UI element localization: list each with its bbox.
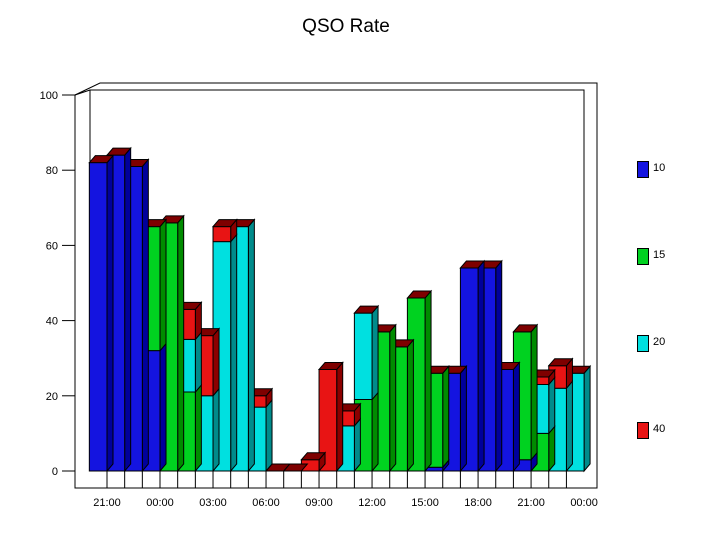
bar-side-20 (212, 387, 220, 473)
bar-top-22:00 (547, 358, 574, 367)
bar-side-10 (106, 154, 114, 473)
bar-side-10 (159, 342, 167, 473)
x-tick-label: 09:00 (305, 497, 333, 509)
bar-top-09:00 (317, 361, 344, 370)
bar-side-20 (194, 331, 202, 394)
bar-side-40 (336, 361, 344, 473)
bar-side-20 (583, 364, 591, 473)
bar-side-20 (353, 417, 361, 473)
bar-top-21:00 (105, 147, 132, 156)
legend-label-15: 15 (653, 249, 666, 261)
bar-side-20 (565, 379, 573, 473)
bar-side-15 (424, 289, 432, 473)
bar-side-20 (265, 398, 273, 473)
bar-segment-10-20:00 (88, 162, 108, 472)
bar-side-20 (548, 376, 556, 435)
x-tick-label: 15:00 (411, 497, 439, 509)
y-tick-label: 80 (46, 165, 58, 177)
bar-top-08:00 (300, 452, 327, 461)
bar-top-17:00 (459, 260, 486, 269)
bar-top-11:00 (353, 305, 380, 314)
x-tick-label: 06:00 (252, 497, 280, 509)
bar-side-15 (159, 218, 167, 353)
bar-top-20:00 (88, 155, 115, 164)
x-tick-label: 03:00 (199, 497, 227, 509)
bar-side-20 (247, 218, 255, 473)
bar-segment-40-03:00 (212, 226, 232, 243)
legend-label-40: 40 (653, 423, 666, 435)
bar-segment-20-11:00 (353, 312, 373, 401)
bar-side-20 (230, 233, 238, 473)
x-tick-label: 21:00 (517, 497, 545, 509)
bar-side-40 (212, 327, 220, 398)
wall-top-edge (74, 89, 91, 96)
y-tick-label: 100 (40, 90, 58, 102)
bar-side-10 (124, 146, 132, 473)
bar-side-15 (194, 383, 202, 473)
bar-side-10 (459, 364, 467, 473)
y-tick-label: 60 (46, 240, 58, 252)
x-tick-label: 21:00 (93, 497, 121, 509)
y-tick-label: 0 (52, 466, 58, 478)
bar-side-15 (442, 364, 450, 469)
bar-side-15 (406, 338, 414, 473)
y-tick-label: 40 (46, 316, 58, 328)
y-tick-label: 20 (46, 391, 58, 403)
bar-side-15 (389, 323, 397, 473)
x-tick-label: 00:00 (570, 497, 598, 509)
x-tick-label: 12:00 (358, 497, 386, 509)
bar-side-10 (512, 361, 520, 473)
chart-title: QSO Rate (302, 16, 390, 37)
legend-swatch-15 (637, 248, 649, 265)
legend-swatch-10 (637, 161, 649, 178)
legend-label-20: 20 (653, 336, 666, 348)
bar-side-15 (530, 323, 538, 462)
bar-top-03:00 (211, 219, 238, 228)
bar-side-10 (495, 259, 503, 473)
legend-label-10: 10 (653, 162, 666, 174)
bar-side-15 (371, 391, 379, 473)
x-tick-label: 18:00 (464, 497, 492, 509)
bar-side-15 (177, 214, 185, 473)
bar-side-20 (371, 304, 379, 401)
x-tick-label: 00:00 (146, 497, 174, 509)
bar-side-10 (477, 259, 485, 473)
bar-side-10 (141, 158, 149, 473)
bar-top-14:00 (406, 290, 433, 299)
legend-swatch-40 (637, 422, 649, 439)
legend-swatch-20 (637, 335, 649, 352)
bar-top-20:00 (512, 324, 539, 333)
